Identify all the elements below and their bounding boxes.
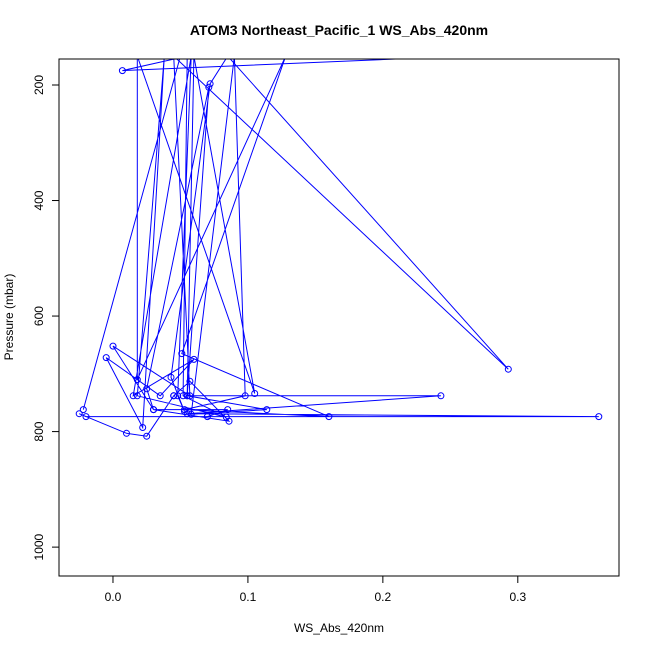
data-point (150, 406, 157, 414)
data-point (183, 410, 191, 418)
data-point (143, 432, 151, 440)
data-point (129, 392, 137, 400)
data-point (325, 413, 333, 421)
y-tick-label: 200 (32, 75, 46, 95)
series-group (75, 59, 603, 440)
data-point (241, 392, 249, 400)
data-point (156, 392, 164, 400)
data-point (437, 392, 445, 400)
data-point (205, 83, 213, 91)
data-point (102, 354, 110, 362)
plot-area (58, 58, 620, 577)
data-point (595, 413, 603, 421)
data-point (75, 410, 83, 418)
x-tick-label: 0.0 (105, 590, 122, 604)
y-tick-label: 600 (32, 306, 46, 326)
data-point (186, 377, 194, 385)
series-line (79, 59, 599, 437)
data-point (178, 350, 186, 358)
data-point (133, 376, 141, 384)
data-point (167, 373, 175, 381)
chart-title: ATOM3 Northeast_Pacific_1 WS_Abs_420nm (190, 22, 488, 38)
data-point (82, 413, 90, 421)
y-tick-label: 800 (32, 421, 46, 441)
data-point (109, 342, 117, 350)
data-point (170, 392, 178, 400)
data-point (174, 392, 182, 400)
data-point (179, 392, 187, 400)
x-axis-label: WS_Abs_420nm (294, 621, 384, 635)
data-point (79, 406, 87, 414)
data-point (504, 365, 512, 373)
data-point (183, 392, 191, 400)
data-point (139, 424, 147, 431)
data-point (123, 429, 130, 437)
data-point (251, 390, 259, 397)
data-point (190, 355, 198, 363)
data-point (206, 80, 214, 88)
x-tick-label: 0.3 (509, 590, 526, 604)
data-point (133, 392, 141, 400)
data-point (186, 392, 194, 400)
data-point (203, 413, 211, 421)
x-tick-label: 0.1 (240, 590, 257, 604)
y-axis: 200 400 600 800 1000 (32, 75, 59, 560)
data-point (118, 67, 126, 75)
data-point (143, 385, 151, 393)
data-point (187, 410, 195, 418)
data-point (225, 417, 233, 425)
y-tick-label: 400 (32, 190, 46, 210)
data-point (263, 406, 271, 414)
x-tick-label: 0.2 (375, 590, 392, 604)
plot-box (58, 58, 620, 577)
x-axis: 0.0 0.1 0.2 0.3 (105, 576, 526, 604)
y-tick-label: 1000 (32, 533, 46, 560)
data-point (224, 406, 232, 414)
y-axis-label: Pressure (mbar) (2, 274, 16, 361)
